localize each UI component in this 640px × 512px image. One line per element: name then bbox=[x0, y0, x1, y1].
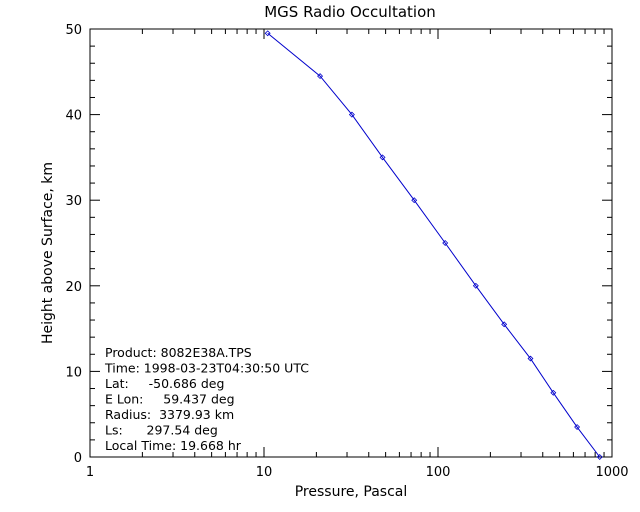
y-tick-label: 0 bbox=[74, 451, 82, 466]
plot-frame bbox=[89, 28, 613, 458]
x-axis-label: Pressure, Pascal bbox=[295, 484, 408, 500]
series-line bbox=[267, 32, 601, 458]
y-tick-label: 20 bbox=[65, 280, 82, 295]
y-tick-label: 50 bbox=[65, 23, 82, 38]
series-layer bbox=[264, 30, 603, 460]
x-tick-label: 10 bbox=[256, 465, 273, 480]
data-point-marker bbox=[596, 454, 603, 460]
chart-title: MGS Radio Occultation bbox=[264, 3, 436, 21]
data-point-marker bbox=[501, 321, 508, 328]
annotation-line: Time: 1998-03-23T04:30:50 UTC bbox=[104, 361, 309, 376]
y-axis-label: Height above Surface, km bbox=[40, 162, 56, 344]
x-axis-ticks: 1 10 100 1000 bbox=[86, 29, 629, 480]
data-point-marker bbox=[472, 282, 479, 289]
annotation-line: E Lon: 59.437 deg bbox=[105, 392, 235, 407]
y-tick-label: 30 bbox=[65, 194, 82, 209]
annotation-line: Lat: -50.686 deg bbox=[105, 376, 224, 391]
data-point-marker bbox=[574, 424, 581, 431]
x-tick-label: 100 bbox=[426, 465, 451, 480]
y-tick-label: 10 bbox=[65, 365, 82, 380]
data-point-marker bbox=[317, 73, 324, 80]
y-tick-label: 40 bbox=[65, 109, 82, 124]
data-point-marker bbox=[527, 355, 534, 362]
data-point-marker bbox=[411, 197, 418, 204]
data-point-marker bbox=[348, 111, 355, 118]
annotation-line: Radius: 3379.93 km bbox=[105, 407, 234, 422]
x-tick-label: 1000 bbox=[595, 465, 628, 480]
x-tick-label: 1 bbox=[86, 465, 94, 480]
data-point-marker bbox=[379, 154, 386, 161]
data-point-marker bbox=[264, 30, 271, 37]
data-point-marker bbox=[550, 389, 557, 396]
annotation-line: Local Time: 19.668 hr bbox=[105, 438, 242, 453]
y-axis-ticks: 0 10 20 30 40 50 bbox=[65, 23, 612, 466]
data-point-marker bbox=[442, 240, 449, 246]
annotation-line: Product: 8082E38A.TPS bbox=[105, 345, 252, 360]
annotation-line: Ls: 297.54 deg bbox=[105, 423, 218, 438]
